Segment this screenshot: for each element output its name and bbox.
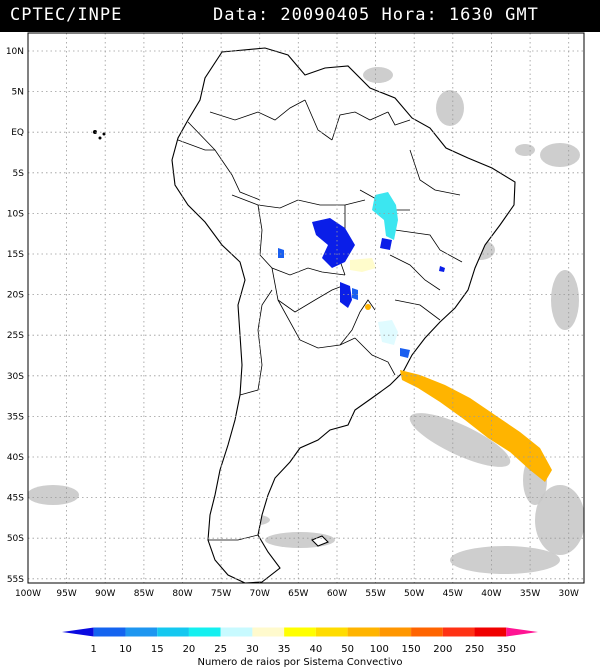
- system-atlantic: [365, 304, 552, 482]
- legend-swatch: [474, 627, 507, 637]
- legend-swatch: [62, 627, 94, 637]
- lat-label: 15S: [7, 250, 24, 260]
- datetime-label: Data: 20090405 Hora: 1630 GMT: [213, 5, 539, 25]
- map-frame: [27, 32, 585, 584]
- legend-swatch: [379, 627, 412, 637]
- lat-label: 10N: [6, 47, 24, 57]
- legend-tick-label: 350: [497, 644, 516, 655]
- lon-label: 60W: [327, 589, 347, 599]
- legend-tick-label: 20: [183, 644, 196, 655]
- legend-tick-label: 30: [246, 644, 259, 655]
- legend-color-bar: [62, 627, 538, 637]
- lightning-map: 10N 5N EQ 5S 10S 15S 20S 25S 30S 35S 40S…: [6, 32, 585, 599]
- legend-swatch: [220, 627, 253, 637]
- map-header: CPTEC/INPE Data: 20090405 Hora: 1630 GMT: [0, 0, 600, 32]
- legend-tick-label: 100: [370, 644, 389, 655]
- color-legend: 1 10 15 20 25 30 35 40 50 100 150 200 250 350 Numero …: [62, 627, 538, 668]
- south-america-landmass: [171, 47, 516, 583]
- legend-tick-label: 150: [402, 644, 421, 655]
- system-goias: [350, 258, 376, 272]
- legend-swatch: [93, 627, 126, 637]
- system-rondonia: [278, 248, 410, 358]
- lat-label: EQ: [11, 128, 24, 138]
- lat-label: 55S: [7, 575, 24, 585]
- legend-tick-label: 50: [341, 644, 354, 655]
- legend-swatch: [506, 627, 538, 637]
- lat-label: 5S: [13, 169, 25, 179]
- lat-label: 45S: [7, 494, 24, 504]
- lon-label: 90W: [95, 589, 115, 599]
- legend-tick-labels: 1 10 15 20 25 30 35 40 50 100 150 200 250 350: [91, 644, 516, 655]
- legend-tick-label: 250: [465, 644, 484, 655]
- lon-label: 80W: [172, 589, 192, 599]
- lon-label: 55W: [365, 589, 385, 599]
- lon-label: 45W: [443, 589, 463, 599]
- legend-tick-label: 35: [278, 644, 291, 655]
- legend-tick-label: 40: [309, 644, 322, 655]
- longitude-labels: 100W 95W 90W 85W 80W 75W 70W 65W 60W 55W…: [15, 589, 579, 599]
- legend-swatch: [125, 627, 158, 637]
- lat-label: 5N: [12, 88, 24, 98]
- lon-label: 30W: [559, 589, 579, 599]
- legend-swatch: [315, 627, 348, 637]
- legend-swatch: [411, 627, 443, 637]
- lon-label: 35W: [520, 589, 540, 599]
- latitude-labels: 10N 5N EQ 5S 10S 15S 20S 25S 30S 35S 40S…: [6, 47, 24, 585]
- legend-title: Numero de raios por Sistema Convectivo: [197, 657, 402, 668]
- galapagos-islands: [93, 130, 106, 140]
- lat-label: 40S: [7, 453, 24, 463]
- lat-label: 35S: [7, 412, 24, 422]
- legend-tick-label: 10: [119, 644, 132, 655]
- lon-label: 65W: [288, 589, 308, 599]
- lon-label: 95W: [56, 589, 76, 599]
- lat-label: 50S: [7, 534, 24, 544]
- system-south-brazil: [378, 320, 398, 345]
- system-central-brazil: [312, 218, 445, 308]
- legend-swatch: [252, 627, 285, 637]
- lon-label: 40W: [481, 589, 501, 599]
- legend-swatch: [347, 627, 380, 637]
- lat-label: 20S: [7, 291, 24, 301]
- graticule: [28, 33, 584, 583]
- legend-tick-label: 15: [151, 644, 164, 655]
- lon-label: 100W: [15, 589, 41, 599]
- legend-tick-label: 200: [433, 644, 452, 655]
- legend-tick-label: 25: [214, 644, 227, 655]
- legend-tick-label: 1: [91, 644, 97, 655]
- legend-swatch: [442, 627, 475, 637]
- legend-swatch: [284, 627, 316, 637]
- source-label: CPTEC/INPE: [10, 5, 123, 25]
- lon-label: 75W: [211, 589, 231, 599]
- system-tocantins: [372, 192, 398, 240]
- lon-label: 50W: [404, 589, 424, 599]
- lat-label: 30S: [7, 372, 24, 382]
- legend-swatch: [188, 627, 221, 637]
- lat-label: 25S: [7, 331, 24, 341]
- lon-label: 85W: [134, 589, 154, 599]
- legend-swatch: [157, 627, 189, 637]
- lat-label: 10S: [7, 209, 24, 219]
- lon-label: 70W: [250, 589, 270, 599]
